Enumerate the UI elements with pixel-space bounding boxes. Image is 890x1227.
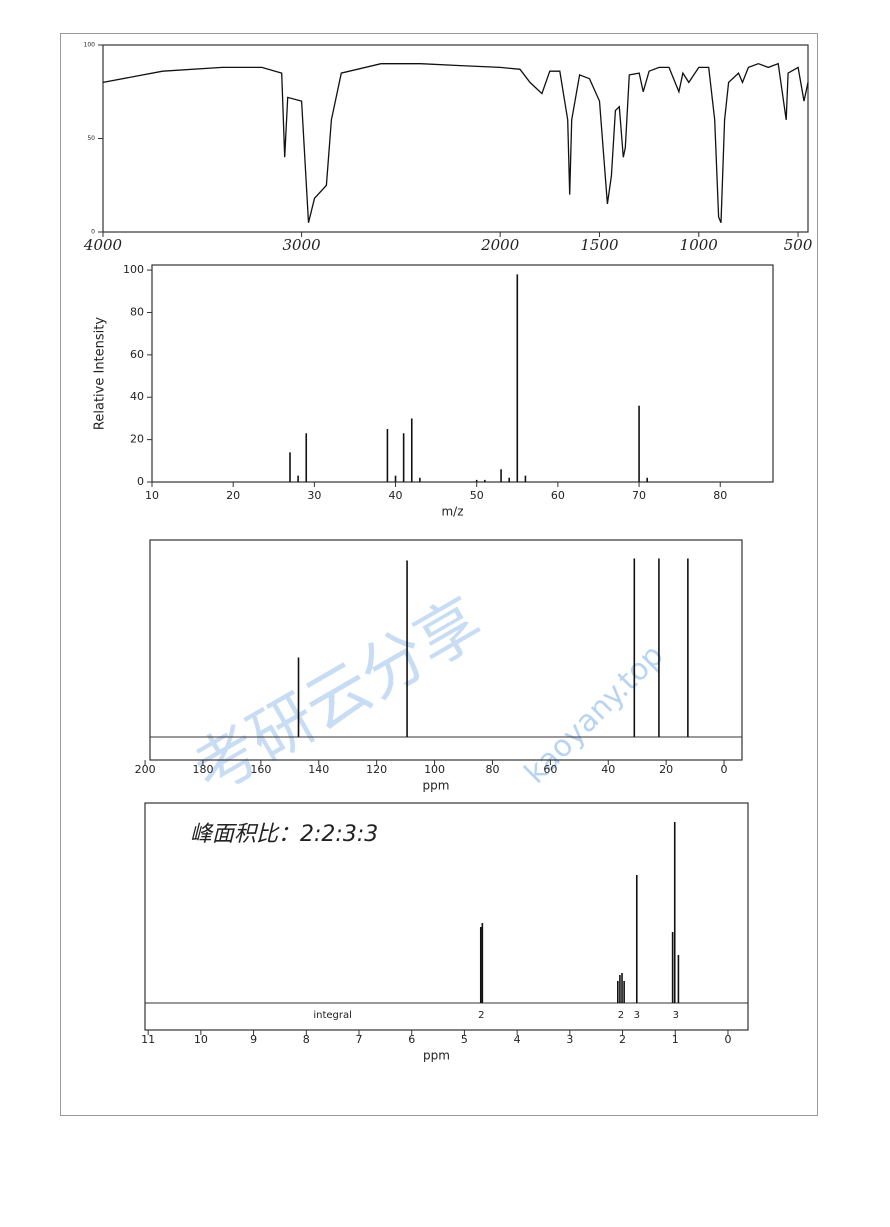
y-axis-label: Relative Intensity [93, 317, 108, 430]
y-tick-label: 50 [87, 135, 95, 142]
integral-label: 3 [673, 1010, 679, 1021]
x-tick-label: 5 [461, 1033, 468, 1046]
x-tick-label: 8 [303, 1033, 310, 1046]
x-axis-label: ppm [423, 1049, 450, 1063]
x-tick-label: 200 [135, 763, 156, 776]
x-tick-label: 120 [366, 763, 387, 776]
integral-label: 2 [618, 1010, 624, 1021]
x-tick-label: 1500 [580, 236, 619, 254]
x-tick-label: 0 [721, 763, 728, 776]
y-tick-label: 80 [130, 305, 144, 318]
watermark-url: kaoyany.top [518, 638, 671, 791]
x-tick-label: 10 [194, 1033, 208, 1046]
x-tick-label: 160 [250, 763, 271, 776]
plot-frame [144, 802, 749, 1031]
annotation: 峰面积比：2:2:3:3 [190, 822, 378, 847]
x-tick-label: 40 [389, 489, 403, 502]
x-tick-label: 140 [308, 763, 329, 776]
x-tick-label: 60 [543, 763, 557, 776]
page-border [60, 33, 818, 1116]
x-tick-label: 10 [145, 489, 159, 502]
x-tick-label: 70 [632, 489, 646, 502]
x-axis-label: ppm [423, 779, 450, 793]
y-tick-label: 0 [137, 475, 144, 488]
x-tick-label: 80 [713, 489, 727, 502]
y-tick-label: 100 [123, 263, 144, 276]
x-tick-label: 3 [566, 1033, 573, 1046]
x-tick-label: 0 [724, 1033, 731, 1046]
x-axis-label: m/z [441, 505, 463, 519]
x-tick-label: 40 [601, 763, 615, 776]
y-tick-label: 40 [130, 390, 144, 403]
x-tick-label: 60 [551, 489, 565, 502]
x-tick-label: 3000 [282, 236, 321, 254]
integral-title: integral [313, 1010, 352, 1021]
x-tick-label: 180 [192, 763, 213, 776]
x-tick-label: 4 [514, 1033, 521, 1046]
x-tick-label: 50 [470, 489, 484, 502]
y-tick-label: 100 [84, 42, 96, 49]
y-tick-label: 0 [91, 229, 95, 236]
x-tick-label: 20 [226, 489, 240, 502]
x-tick-label: 2 [619, 1033, 626, 1046]
x-tick-label: 6 [408, 1033, 415, 1046]
plot-frame [149, 539, 743, 761]
y-tick-label: 60 [130, 348, 144, 361]
y-tick-label: 20 [130, 433, 144, 446]
x-tick-label: 7 [356, 1033, 363, 1046]
x-tick-label: 2000 [480, 236, 520, 254]
x-tick-label: 4000 [83, 236, 123, 254]
x-tick-label: 11 [141, 1033, 155, 1046]
plot-frame [151, 264, 774, 483]
x-tick-label: 30 [307, 489, 321, 502]
integral-label: 2 [478, 1010, 484, 1021]
x-tick-label: 20 [659, 763, 673, 776]
x-tick-label: 1000 [680, 236, 719, 254]
plot-frame [102, 44, 809, 233]
watermark: 考研云分享 [181, 585, 495, 809]
integral-label: 3 [634, 1010, 640, 1021]
x-tick-label: 100 [424, 763, 445, 776]
x-tick-label: 80 [485, 763, 499, 776]
x-tick-label: 9 [250, 1033, 257, 1046]
spectrum-line [102, 62, 809, 223]
x-tick-label: 1 [672, 1033, 679, 1046]
x-tick-label: 500 [784, 236, 813, 254]
